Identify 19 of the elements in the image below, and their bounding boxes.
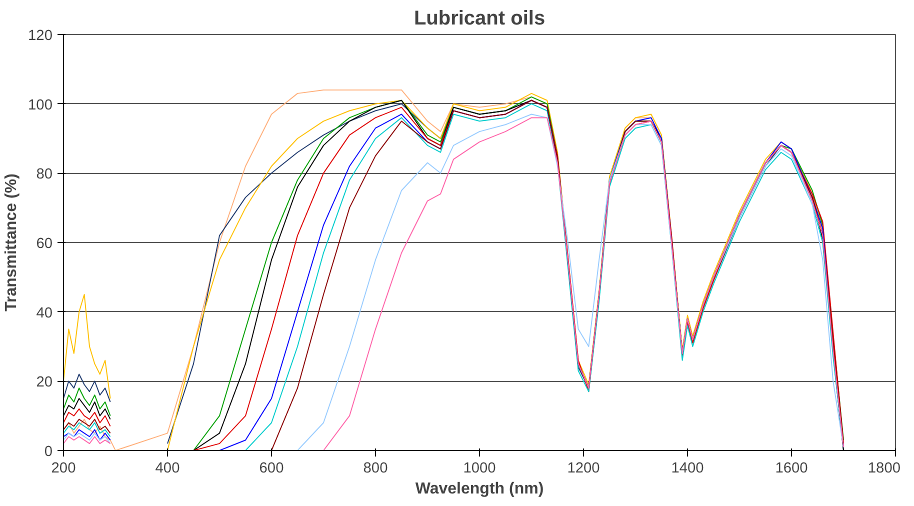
x-tick-label: 1400 — [671, 460, 704, 476]
x-tick-label: 1000 — [463, 460, 496, 476]
y-axis-title: Transmittance (%) — [3, 174, 20, 312]
y-tick-label: 40 — [36, 305, 53, 322]
x-tick-label: 1200 — [567, 460, 600, 476]
x-axis-title: Wavelength (nm) — [415, 480, 544, 498]
chart-title: Lubricant oils — [414, 8, 546, 30]
x-tick-label: 1600 — [775, 460, 808, 476]
y-tick-label: 100 — [28, 97, 53, 114]
y-tick-label: 60 — [36, 236, 53, 252]
x-tick-label: 200 — [51, 460, 76, 476]
y-tick-label: 80 — [36, 166, 53, 183]
y-tick-label: 0 — [44, 444, 53, 460]
x-tick-label: 600 — [259, 460, 284, 476]
x-tick-label: 1800 — [868, 460, 901, 476]
y-tick-label: 20 — [36, 374, 53, 391]
y-tick-label: 120 — [28, 28, 53, 44]
x-tick-label: 800 — [363, 460, 388, 476]
x-tick-label: 400 — [155, 460, 180, 476]
